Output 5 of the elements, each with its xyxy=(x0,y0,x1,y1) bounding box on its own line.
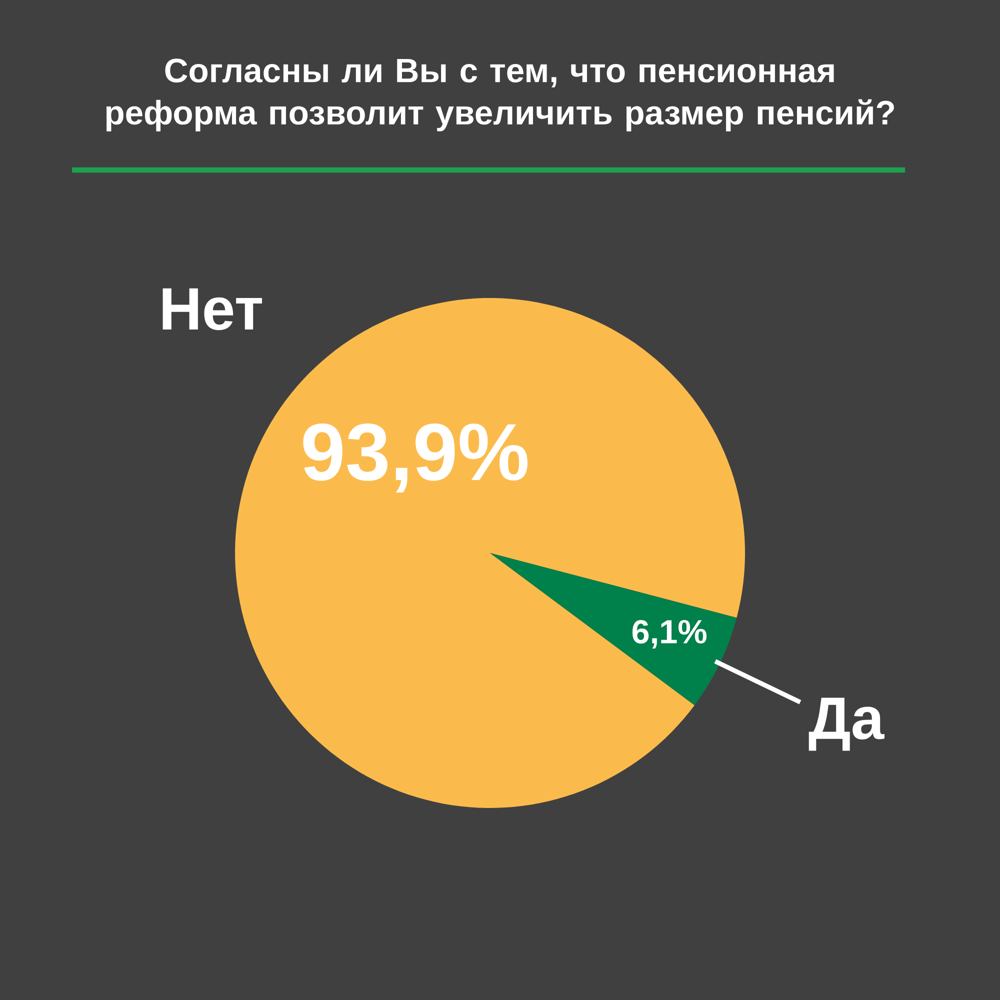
data-label: 93,9% xyxy=(303,424,528,492)
chart-title: Согласны ли Вы с тем, что пенсионная реформа позволит увеличить размер пенсий? xyxy=(106,58,894,132)
slice-label: Нет xyxy=(162,288,262,330)
slice-label: Да xyxy=(808,698,884,751)
data-label: 6,1% xyxy=(632,620,707,648)
